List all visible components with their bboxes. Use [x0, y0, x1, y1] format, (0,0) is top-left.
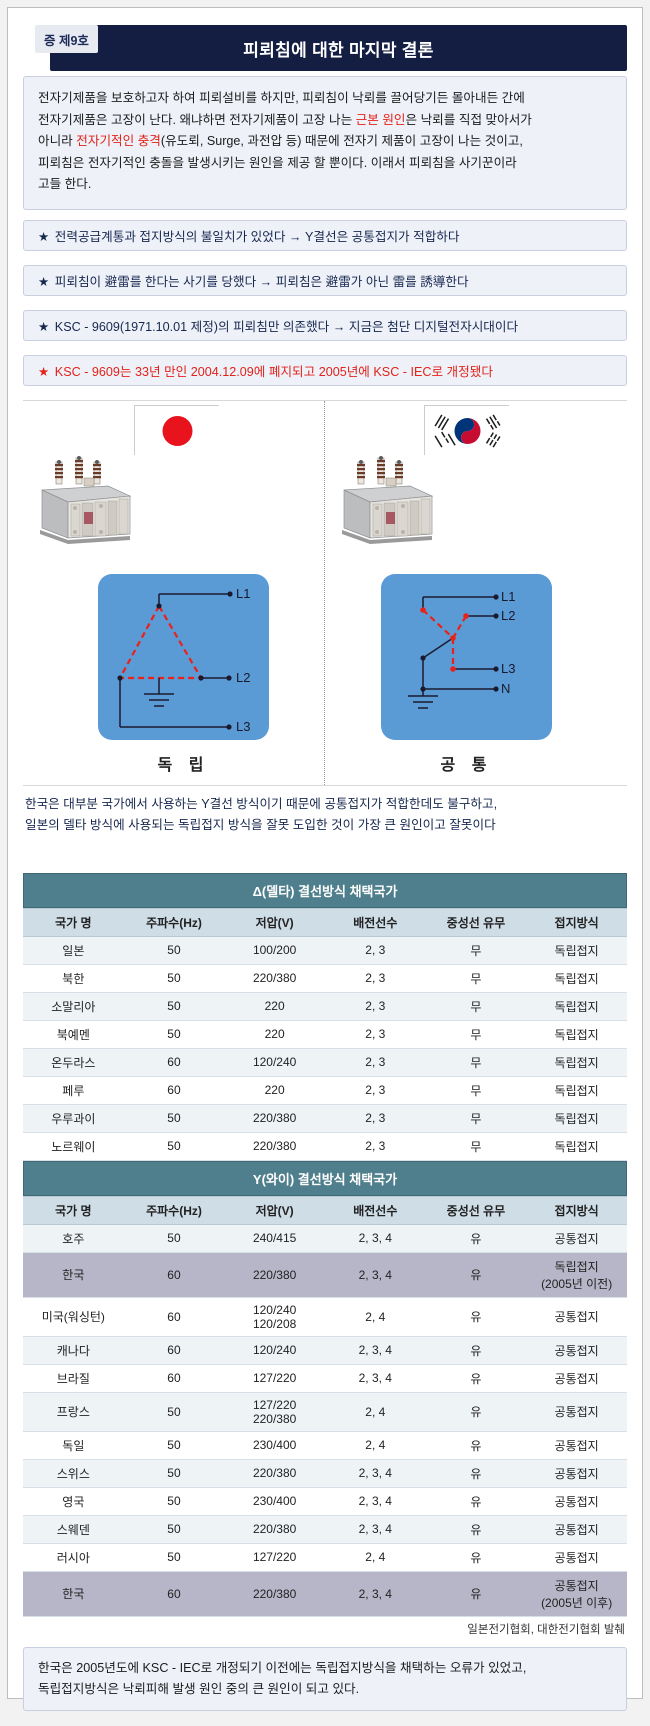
svg-text:L3: L3 [501, 661, 515, 676]
svg-text:N: N [501, 681, 510, 696]
svg-text:L1: L1 [501, 589, 515, 604]
svg-text:L1: L1 [236, 586, 250, 601]
svg-text:L2: L2 [236, 670, 250, 685]
svg-text:L2: L2 [501, 608, 515, 623]
svg-text:L3: L3 [236, 719, 250, 734]
